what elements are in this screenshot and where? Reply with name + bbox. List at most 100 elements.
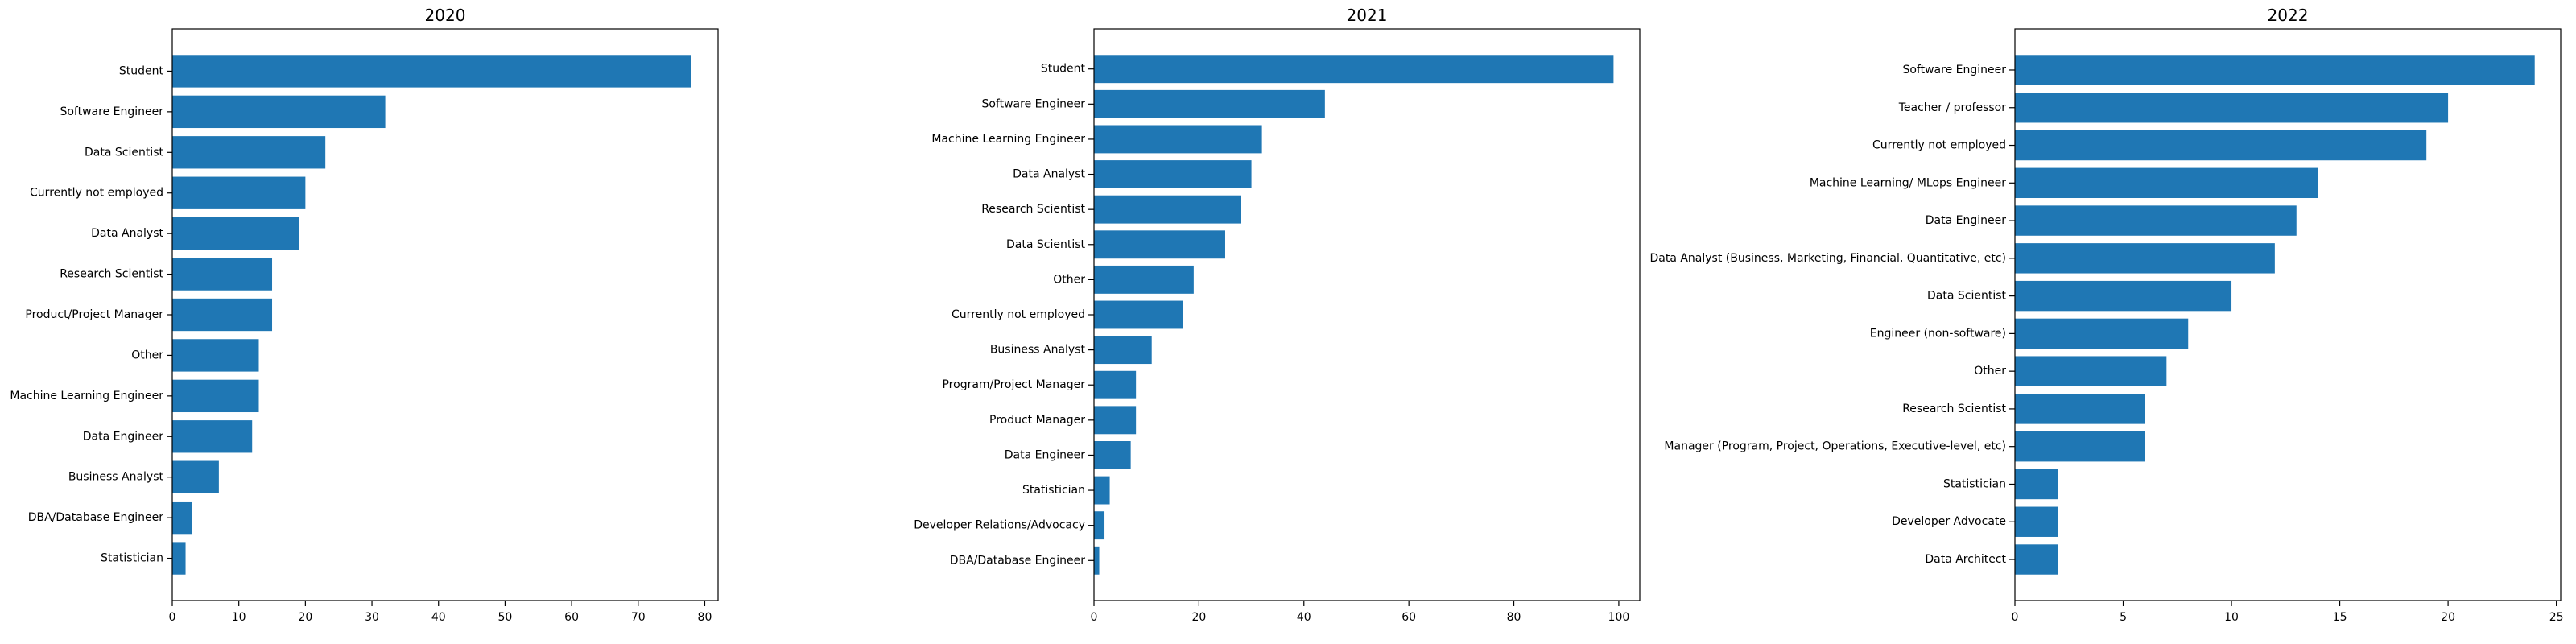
bar-6 bbox=[172, 258, 273, 291]
x-tick-label: 100 bbox=[1608, 611, 1630, 624]
category-label: Data Scientist bbox=[85, 146, 164, 159]
x-tick-label: 10 bbox=[232, 611, 246, 624]
category-label: Manager (Program, Project, Operations, E… bbox=[1664, 440, 2006, 453]
bar-1 bbox=[1094, 55, 1614, 84]
bar-14 bbox=[2015, 544, 2058, 575]
bar-4 bbox=[2015, 167, 2318, 199]
bar-10 bbox=[1094, 370, 1137, 399]
bar-9 bbox=[2015, 356, 2167, 386]
bar-11 bbox=[1094, 406, 1137, 435]
category-label: Data Engineer bbox=[83, 430, 163, 443]
bar-8 bbox=[1094, 300, 1183, 329]
bar-5 bbox=[2015, 205, 2297, 236]
category-label: Data Architect bbox=[1925, 553, 2006, 566]
category-label: Software Engineer bbox=[981, 97, 1085, 110]
category-label: Machine Learning Engineer bbox=[931, 133, 1085, 146]
bar-3 bbox=[1094, 125, 1262, 154]
bar-9 bbox=[1094, 336, 1152, 365]
category-label: Student bbox=[1041, 63, 1086, 76]
category-label: Research Scientist bbox=[60, 268, 163, 281]
category-label: DBA/Database Engineer bbox=[950, 554, 1086, 567]
category-label: Data Analyst (Business, Marketing, Finan… bbox=[1649, 252, 2006, 265]
bar-2 bbox=[2015, 93, 2449, 123]
bar-6 bbox=[1094, 230, 1225, 259]
category-label: DBA/Database Engineer bbox=[28, 511, 164, 524]
x-tick-label: 60 bbox=[1402, 611, 1416, 624]
x-tick-label: 40 bbox=[1297, 611, 1311, 624]
x-tick-label: 25 bbox=[2549, 611, 2564, 624]
category-label: Machine Learning Engineer bbox=[10, 390, 163, 402]
bar-7 bbox=[172, 298, 273, 332]
x-tick-label: 80 bbox=[698, 611, 712, 624]
chart-title: 2021 bbox=[1347, 6, 1388, 25]
category-label: Data Engineer bbox=[1926, 214, 2006, 227]
category-label: Statistician bbox=[1943, 477, 2006, 490]
bar-4 bbox=[172, 176, 306, 209]
bar-7 bbox=[2015, 280, 2232, 312]
x-tick-label: 50 bbox=[498, 611, 513, 624]
category-label: Program/Project Manager bbox=[942, 378, 1085, 391]
x-tick-label: 0 bbox=[1091, 611, 1098, 624]
bar-10 bbox=[2015, 394, 2145, 424]
category-label: Product/Project Manager bbox=[25, 308, 163, 321]
bar-3 bbox=[172, 136, 326, 169]
bar-8 bbox=[172, 339, 259, 372]
category-label: Statistician bbox=[101, 552, 163, 565]
bar-11 bbox=[2015, 431, 2145, 462]
bar-13 bbox=[2015, 506, 2058, 537]
bar-2 bbox=[172, 95, 386, 129]
category-label: Other bbox=[131, 349, 163, 361]
bar-8 bbox=[2015, 318, 2189, 349]
bar-12 bbox=[2015, 469, 2058, 500]
bar-6 bbox=[2015, 243, 2275, 274]
x-tick-label: 80 bbox=[1507, 611, 1521, 624]
category-label: Business Analyst bbox=[68, 471, 164, 484]
category-label: Research Scientist bbox=[1902, 402, 2006, 415]
bar-12 bbox=[172, 501, 192, 535]
bar-3 bbox=[2015, 130, 2427, 161]
category-label: Developer Relations/Advocacy bbox=[914, 519, 1085, 532]
axes-frame bbox=[171, 28, 719, 601]
category-label: Engineer (non-software) bbox=[1870, 327, 2006, 340]
bar-9 bbox=[172, 379, 259, 413]
bar-12 bbox=[1094, 441, 1131, 469]
category-label: Statistician bbox=[1022, 484, 1085, 497]
category-label: Machine Learning/ MLops Engineer bbox=[1810, 176, 2006, 189]
axes-frame bbox=[2014, 28, 2562, 601]
bar-1 bbox=[172, 55, 691, 88]
category-label: Business Analyst bbox=[990, 344, 1086, 357]
bar-13 bbox=[1094, 476, 1110, 505]
x-tick-label: 60 bbox=[564, 611, 579, 624]
x-tick-label: 0 bbox=[169, 611, 176, 624]
x-tick-label: 40 bbox=[431, 611, 446, 624]
category-label: Student bbox=[119, 64, 164, 77]
x-tick-label: 15 bbox=[2333, 611, 2347, 624]
x-tick-label: 20 bbox=[1191, 611, 1206, 624]
category-label: Other bbox=[1053, 273, 1085, 286]
bar-10 bbox=[172, 420, 253, 453]
category-label: Currently not employed bbox=[30, 187, 163, 200]
bar-15 bbox=[1094, 546, 1100, 575]
category-label: Data Analyst bbox=[91, 227, 163, 240]
category-label: Data Scientist bbox=[1927, 290, 2007, 303]
category-label: Data Engineer bbox=[1005, 448, 1085, 461]
category-label: Teacher / professor bbox=[1898, 101, 2007, 114]
bar-11 bbox=[172, 460, 219, 493]
x-tick-label: 10 bbox=[2224, 611, 2239, 624]
x-tick-label: 70 bbox=[631, 611, 646, 624]
x-tick-label: 20 bbox=[298, 611, 312, 624]
category-label: Data Analyst bbox=[1013, 168, 1085, 181]
category-label: Software Engineer bbox=[1902, 64, 2006, 76]
bar-7 bbox=[1094, 265, 1194, 294]
category-label: Product Manager bbox=[989, 414, 1085, 427]
bar-1 bbox=[2015, 55, 2535, 85]
bar-4 bbox=[1094, 160, 1252, 188]
x-tick-label: 20 bbox=[2441, 611, 2455, 624]
category-label: Currently not employed bbox=[952, 308, 1085, 321]
category-label: Research Scientist bbox=[981, 203, 1085, 216]
bar-5 bbox=[172, 217, 299, 250]
category-label: Developer Advocate bbox=[1892, 515, 2006, 528]
category-label: Other bbox=[1974, 365, 2006, 378]
axes-frame bbox=[1093, 28, 1641, 601]
